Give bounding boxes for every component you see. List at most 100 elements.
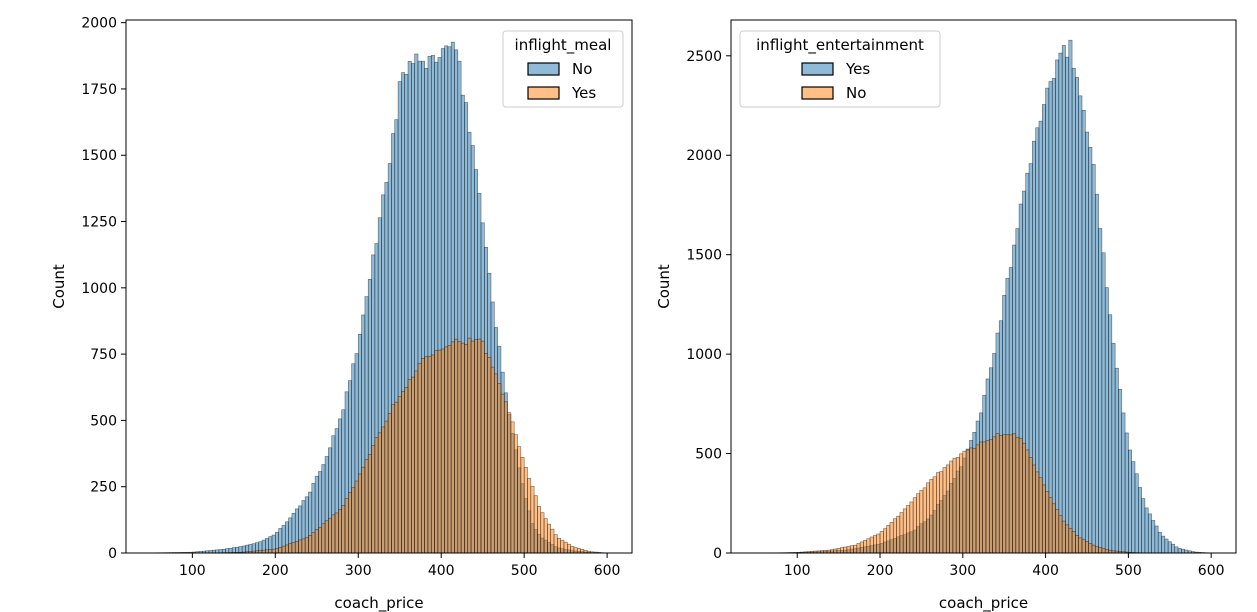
x-tick-label: 400	[1032, 563, 1059, 579]
histogram-bar	[513, 434, 518, 554]
histogram-bar	[939, 471, 944, 554]
histogram-bar	[1174, 546, 1179, 554]
histogram-bar	[959, 453, 964, 554]
histogram-bar	[381, 426, 386, 554]
histogram-bar	[497, 383, 502, 554]
histogram-bar	[866, 538, 871, 554]
histogram-bar	[1058, 52, 1063, 554]
y-tick-label: 1500	[81, 148, 117, 164]
histogram-bar	[407, 379, 412, 554]
histogram-bar	[1111, 342, 1116, 554]
y-tick-label: 0	[713, 546, 722, 562]
histogram-bar	[1071, 531, 1076, 554]
y-tick-label: 1000	[81, 281, 117, 297]
histogram-bar	[314, 529, 319, 554]
histogram-bar	[1138, 487, 1142, 554]
histogram-bar	[1041, 484, 1046, 554]
histogram-bar	[1177, 548, 1182, 554]
histogram-bar	[836, 548, 841, 554]
histogram-bar	[304, 537, 309, 554]
histogram-bar	[364, 459, 369, 554]
histogram-bar	[1131, 461, 1136, 554]
histogram-bar	[1088, 543, 1093, 554]
histogram-bar	[1151, 520, 1156, 554]
histogram-bar	[510, 421, 515, 554]
histogram-bar	[414, 370, 419, 554]
histogram-bar	[1055, 509, 1060, 554]
x-tick-label: 500	[1115, 563, 1142, 579]
histogram-bar	[912, 497, 917, 554]
histogram-bar	[294, 540, 299, 554]
histogram-bar	[1157, 531, 1162, 554]
histogram-bar	[278, 547, 283, 554]
legend-swatch	[801, 86, 834, 100]
x-tick-label: 100	[179, 563, 206, 579]
histogram-bar	[1038, 477, 1043, 554]
histogram-bar	[892, 518, 897, 554]
histogram-bar	[507, 412, 512, 554]
histogram-bar	[417, 363, 422, 554]
histogram-bar	[484, 353, 488, 554]
histogram-bar	[576, 548, 581, 554]
histogram-bar	[1081, 110, 1086, 554]
histogram-bar	[1058, 515, 1063, 554]
histogram-bar	[341, 505, 346, 554]
histogram-bar	[1025, 449, 1030, 554]
histogram-bar	[1128, 449, 1132, 554]
histogram-bar	[1048, 81, 1053, 554]
histogram-bar	[1051, 78, 1056, 554]
histogram-bar	[480, 340, 485, 554]
y-tick-label: 1750	[81, 82, 117, 98]
histogram-bar	[1091, 164, 1096, 554]
histogram-bar	[324, 520, 329, 554]
histogram-bar	[1144, 507, 1149, 554]
histogram-bar	[1065, 56, 1070, 554]
histogram-bar	[992, 436, 997, 554]
histogram-bar	[1035, 471, 1040, 554]
histogram-bar	[853, 544, 858, 554]
histogram-bar	[311, 532, 316, 554]
y-tick-label: 0	[108, 546, 117, 562]
y-tick-label: 500	[90, 413, 117, 429]
histogram-bar	[1134, 473, 1139, 554]
histogram-bar	[357, 473, 362, 554]
histogram-bar	[348, 492, 352, 554]
histogram-bar	[1051, 503, 1056, 554]
histogram-bar	[533, 495, 538, 554]
histogram-bar	[321, 523, 326, 554]
histogram-bar	[563, 541, 568, 554]
histogram-bar	[876, 533, 881, 554]
histogram-bar	[401, 391, 406, 554]
histogram-bar	[1167, 541, 1172, 554]
legend: inflight_meal No Yes	[502, 30, 624, 108]
histogram-bar	[1154, 525, 1159, 554]
histogram-bar	[843, 546, 848, 554]
histogram-bar	[530, 485, 535, 554]
x-axis-label: coach_price	[939, 594, 1028, 612]
histogram-bar	[1048, 497, 1053, 554]
histogram-bar	[1028, 457, 1033, 554]
histogram-bar	[916, 493, 921, 554]
histogram-bar	[434, 350, 439, 554]
legend-entry-label: No	[846, 84, 866, 102]
histogram-bar	[1161, 535, 1166, 554]
histogram-bar	[922, 487, 927, 554]
x-tick-label: 400	[428, 563, 455, 579]
histogram-bar	[271, 548, 276, 554]
histogram-bar	[543, 518, 548, 554]
y-tick-label: 2500	[686, 49, 722, 65]
histogram-bar	[1118, 389, 1123, 554]
legend-swatch	[527, 86, 560, 100]
histogram-bar	[1071, 67, 1076, 554]
histogram-bar	[553, 534, 558, 554]
histogram-bar	[467, 337, 472, 554]
histogram-bar	[523, 467, 528, 554]
legend-box	[739, 30, 941, 108]
histogram-bar	[1094, 193, 1099, 554]
histogram-bar	[527, 478, 532, 554]
histogram-bar	[298, 539, 303, 554]
histogram-bar	[318, 526, 323, 554]
histogram-bar	[902, 508, 907, 554]
x-tick-label: 200	[867, 563, 894, 579]
